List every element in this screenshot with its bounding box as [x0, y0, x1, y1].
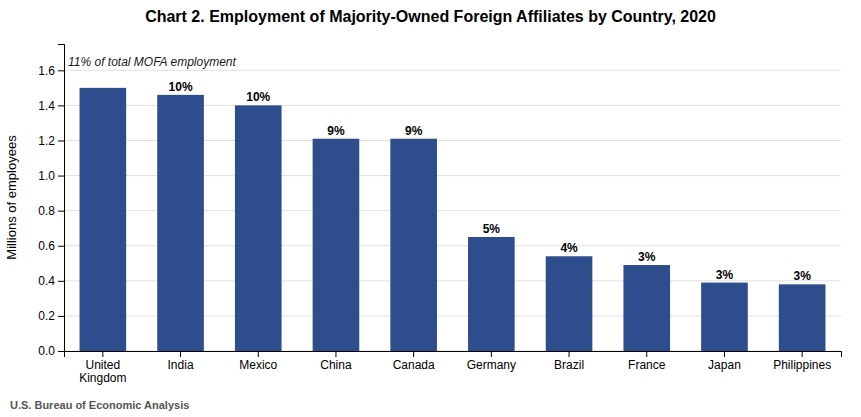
- tick: China: [320, 351, 352, 372]
- chart: 0.0 0.2 0.4 0.6 0.8 1.0 1.2 1.4 1.6 UnitedKingdom…: [0, 0, 861, 417]
- tick-mark: [58, 211, 64, 212]
- tick-mark: [724, 351, 725, 357]
- x-axis: UnitedKingdom India Mexico China Canada Germa…: [65, 351, 842, 385]
- tick-label: 1.2: [38, 134, 55, 148]
- tick-label: 0.6: [38, 239, 55, 253]
- tick-mark: [58, 316, 64, 317]
- share-label: 3%: [793, 269, 811, 283]
- tick-label: 1.4: [38, 99, 55, 113]
- bar: [468, 237, 515, 351]
- tick: 1.2: [38, 134, 64, 148]
- tick: 0.0: [38, 344, 64, 358]
- bar: [157, 95, 204, 351]
- tick: UnitedKingdom: [79, 351, 126, 385]
- tick-label: 0.2: [38, 309, 55, 323]
- tick: 1.0: [38, 169, 64, 183]
- tick-label: India: [168, 358, 194, 372]
- tick-label: Mexico: [239, 358, 277, 372]
- y-axis-title: Millions of employees: [4, 135, 19, 260]
- tick-label: Philippines: [773, 358, 831, 372]
- tick-mark: [180, 351, 181, 357]
- tick-mark: [646, 351, 647, 357]
- bar: [701, 283, 748, 351]
- share-label: 5%: [483, 222, 501, 236]
- axis-line: [58, 45, 65, 352]
- bar: [623, 265, 670, 351]
- tick-mark: [58, 246, 64, 247]
- plot: 0.0 0.2 0.4 0.6 0.8 1.0 1.2 1.4 1.6 UnitedKingdom…: [38, 45, 841, 385]
- tick-label: France: [628, 358, 666, 372]
- tick: 0.2: [38, 309, 64, 323]
- tick-mark: [58, 351, 64, 352]
- grid: [64, 70, 841, 351]
- tick: 1.6: [38, 64, 64, 78]
- tick-label: 0.0: [38, 344, 55, 358]
- share-label: 9%: [405, 124, 423, 138]
- bar: [779, 284, 826, 351]
- bars: [80, 88, 826, 351]
- tick: 0.4: [38, 274, 64, 288]
- tick-mark: [335, 351, 336, 357]
- tick-mark: [58, 176, 64, 177]
- tick: 0.6: [38, 239, 64, 253]
- tick-mark: [569, 351, 570, 357]
- tick: Japan: [708, 351, 741, 372]
- tick-label: 1.0: [38, 169, 55, 183]
- tick: India: [168, 351, 194, 372]
- tick-mark: [491, 351, 492, 357]
- bar: [390, 139, 437, 351]
- axis-line: [65, 352, 842, 358]
- bar: [235, 105, 282, 351]
- share-label: 4%: [560, 241, 578, 255]
- tick-label: Japan: [708, 358, 741, 372]
- bar: [80, 88, 127, 351]
- tick-mark: [258, 351, 259, 357]
- tick: Mexico: [239, 351, 277, 372]
- tick-mark: [58, 105, 64, 106]
- tick-mark: [58, 281, 64, 282]
- source: U.S. Bureau of Economic Analysis: [10, 399, 189, 411]
- tick-mark: [58, 140, 64, 141]
- tick-label: Brazil: [554, 358, 584, 372]
- tick-mark: [413, 351, 414, 357]
- tick-label: China: [320, 358, 352, 372]
- tick-label: 0.4: [38, 274, 55, 288]
- tick-label: Canada: [393, 358, 435, 372]
- data-labels: 10% 10% 9% 9% 5% 4% 3% 3% 3%: [169, 80, 812, 283]
- grid-line: [64, 70, 841, 71]
- title: Chart 2. Employment of Majority-Owned Fo…: [145, 8, 716, 25]
- tick: Philippines: [773, 351, 831, 372]
- tick-mark: [102, 351, 103, 357]
- tick: Germany: [467, 351, 516, 372]
- tick: Brazil: [554, 351, 584, 372]
- tick-label: Germany: [467, 358, 516, 372]
- tick: 0.8: [38, 204, 64, 218]
- share-label: 10%: [246, 90, 270, 104]
- tick: Canada: [393, 351, 435, 372]
- bar: [546, 256, 593, 351]
- annotation: 11% of total MOFA employment: [68, 55, 237, 69]
- y-axis: 0.0 0.2 0.4 0.6 0.8 1.0 1.2 1.4 1.6: [38, 45, 64, 359]
- share-label: 3%: [716, 268, 734, 282]
- tick: 1.4: [38, 99, 64, 113]
- tick-label: UnitedKingdom: [79, 358, 126, 385]
- share-label: 3%: [638, 250, 656, 264]
- share-label: 9%: [327, 124, 345, 138]
- tick-mark: [802, 351, 803, 357]
- tick-label: 0.8: [38, 204, 55, 218]
- share-label: 10%: [169, 80, 193, 94]
- tick-label: 1.6: [38, 64, 55, 78]
- tick-mark: [58, 70, 64, 71]
- bar: [313, 139, 360, 351]
- tick: France: [628, 351, 666, 372]
